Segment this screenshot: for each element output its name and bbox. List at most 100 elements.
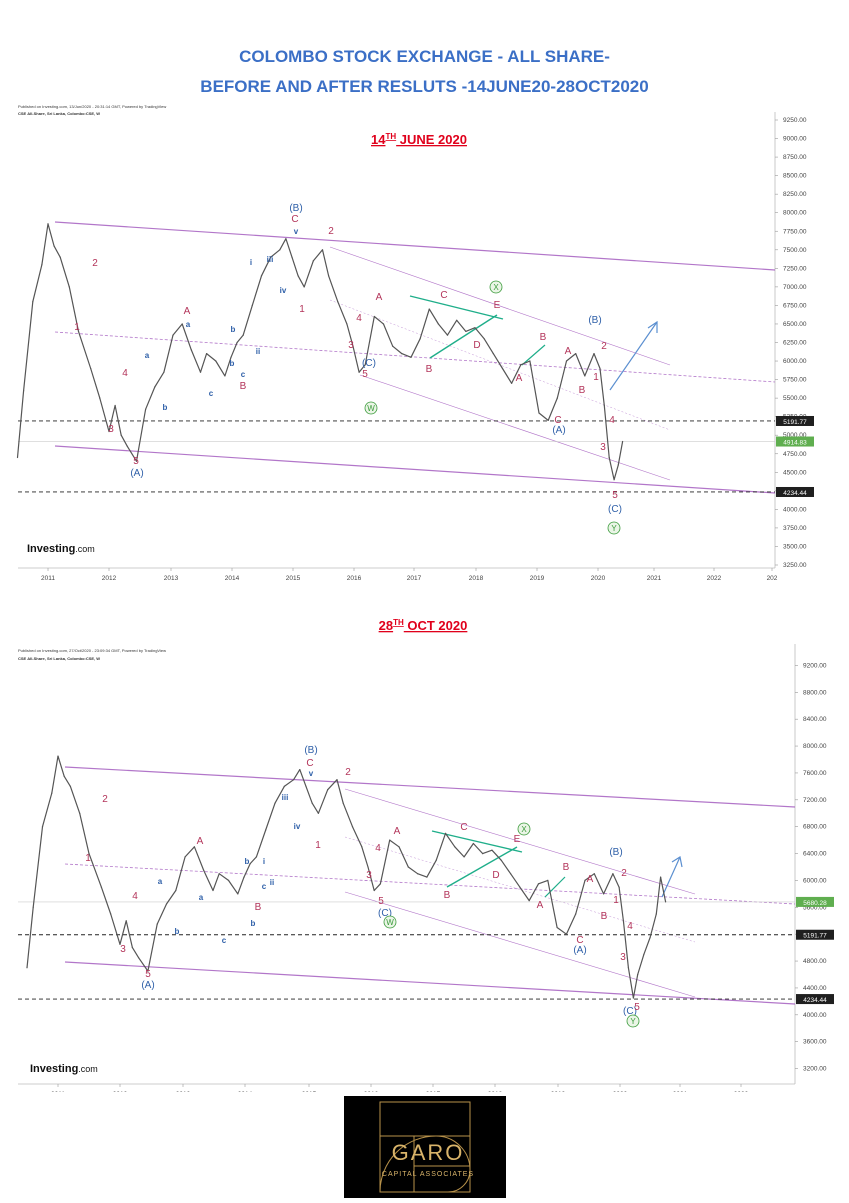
wave-label-green: W xyxy=(367,404,375,413)
price-point xyxy=(312,260,314,262)
x-tick-label: 2016 xyxy=(347,575,362,580)
golden-spiral-icon xyxy=(379,1101,471,1193)
price-point xyxy=(51,792,53,794)
price-point xyxy=(603,404,605,407)
price-point xyxy=(285,238,287,240)
y-tick-label: 3600.00 xyxy=(803,1039,827,1046)
wave-label-red: A xyxy=(587,874,594,885)
price-point xyxy=(337,301,339,303)
wave-label-red: C xyxy=(291,214,298,225)
y-tick-label: 7250.00 xyxy=(783,265,807,272)
y-tick-label: 6800.00 xyxy=(803,824,827,831)
wave-label-green: W xyxy=(386,918,394,927)
price-point xyxy=(352,345,354,347)
price-point xyxy=(593,353,595,355)
y-tick-label: 7000.00 xyxy=(783,284,807,291)
channel-line xyxy=(344,836,696,943)
price-point xyxy=(608,456,610,459)
wave-label-red: B xyxy=(444,890,451,901)
wave-label-blue: (B) xyxy=(304,745,317,756)
page-title-line2: BEFORE AND AFTER RESLUTS -14JUNE20-28OCT… xyxy=(200,77,649,96)
price-tag-box xyxy=(796,896,834,907)
y-tick-label: 8800.00 xyxy=(803,689,827,696)
price-point xyxy=(126,445,128,447)
y-tick-label: 6400.00 xyxy=(803,851,827,858)
forecast-arrow-head xyxy=(671,856,683,868)
price-point xyxy=(454,846,456,848)
channel-line xyxy=(64,766,796,808)
wave-label-red: 4 xyxy=(609,415,615,426)
price-point xyxy=(224,375,226,377)
y-tick-label: 6000.00 xyxy=(783,358,807,365)
wave-label-red: 1 xyxy=(299,304,305,315)
price-point xyxy=(492,353,494,355)
price-point xyxy=(218,873,220,875)
wave-label-blue: (C) xyxy=(378,908,392,919)
price-point xyxy=(510,873,512,875)
wave-label-red: E xyxy=(514,834,521,845)
price-point xyxy=(456,319,458,321)
price-point xyxy=(565,933,568,935)
price-point xyxy=(190,349,192,351)
y-tick-label: 8400.00 xyxy=(803,716,827,723)
wave-label-green-circle xyxy=(517,822,531,836)
price-point xyxy=(120,434,122,436)
price-point xyxy=(367,866,369,868)
price-point xyxy=(249,863,251,865)
price-point xyxy=(379,883,381,885)
wave-label-blue: i xyxy=(250,258,252,267)
wave-label-red: 5 xyxy=(634,1002,640,1013)
triangle-line xyxy=(429,314,498,359)
triangle-line xyxy=(544,876,566,898)
wave-label-red: 1 xyxy=(315,840,321,851)
wave-label-blue: ii xyxy=(270,878,274,887)
wave-label-blue: (A) xyxy=(573,945,586,956)
price-point xyxy=(131,947,133,949)
wave-label-blue: b xyxy=(231,325,236,334)
wave-label-blue: (A) xyxy=(130,468,143,479)
y-tick-label: 4000.00 xyxy=(783,506,807,513)
price-point xyxy=(491,849,493,851)
price-point xyxy=(227,879,230,881)
wave-label-blue: v xyxy=(309,769,314,778)
wave-label-red: 1 xyxy=(593,372,599,383)
wave-label-red: 2 xyxy=(601,341,607,352)
wave-label-blue: c xyxy=(241,370,246,379)
price-point xyxy=(649,936,651,939)
price-point xyxy=(617,464,619,466)
y-tick-label: 4800.00 xyxy=(803,958,827,965)
wave-label-red: C xyxy=(306,758,313,769)
wave-label-red: 4 xyxy=(122,368,128,379)
y-tick-label: 6000.00 xyxy=(803,877,827,884)
y-tick-label: 6250.00 xyxy=(783,340,807,347)
price-point xyxy=(382,323,385,325)
wave-label-red: 1 xyxy=(74,322,80,333)
price-point xyxy=(632,997,635,999)
x-tick-label: 202 xyxy=(767,575,778,580)
price-point xyxy=(483,338,485,340)
channel-line xyxy=(359,374,671,481)
instrument-label: CSE All-Share, Sri Lanka, Colombo:CSE, W xyxy=(18,111,100,116)
forecast-arrow-head xyxy=(647,320,658,333)
x-tick-label: 2019 xyxy=(551,1091,566,1092)
channel-line xyxy=(54,445,776,494)
wave-label-green: Y xyxy=(630,1017,636,1026)
y-tick-label: 9200.00 xyxy=(803,662,827,669)
price-tag-label: 5191.77 xyxy=(803,933,827,940)
chart-october: 28TH OCT 2020 Published on Investing.com,… xyxy=(18,618,834,1092)
price-point xyxy=(242,334,244,336)
wave-label-green-circle xyxy=(364,401,378,415)
price-point xyxy=(446,334,449,336)
price-point xyxy=(297,275,299,277)
page-title-line1: COLOMBO STOCK EXCHANGE - ALL SHARE- xyxy=(239,47,610,66)
y-tick-label: 3500.00 xyxy=(783,543,807,550)
published-note: Published on Investing.com, 13/Jun/2020 … xyxy=(18,104,166,109)
x-tick-label: 2021 xyxy=(647,575,662,580)
price-point xyxy=(511,382,513,384)
price-point xyxy=(401,353,403,355)
price-point xyxy=(59,256,61,258)
instrument-label: CSE All-Share, Sri Lanka, Colombo:CSE, W xyxy=(18,656,100,661)
y-tick-label: 5000.00 xyxy=(783,432,807,439)
price-point xyxy=(444,832,447,834)
wave-label-blue: ii xyxy=(256,347,260,356)
